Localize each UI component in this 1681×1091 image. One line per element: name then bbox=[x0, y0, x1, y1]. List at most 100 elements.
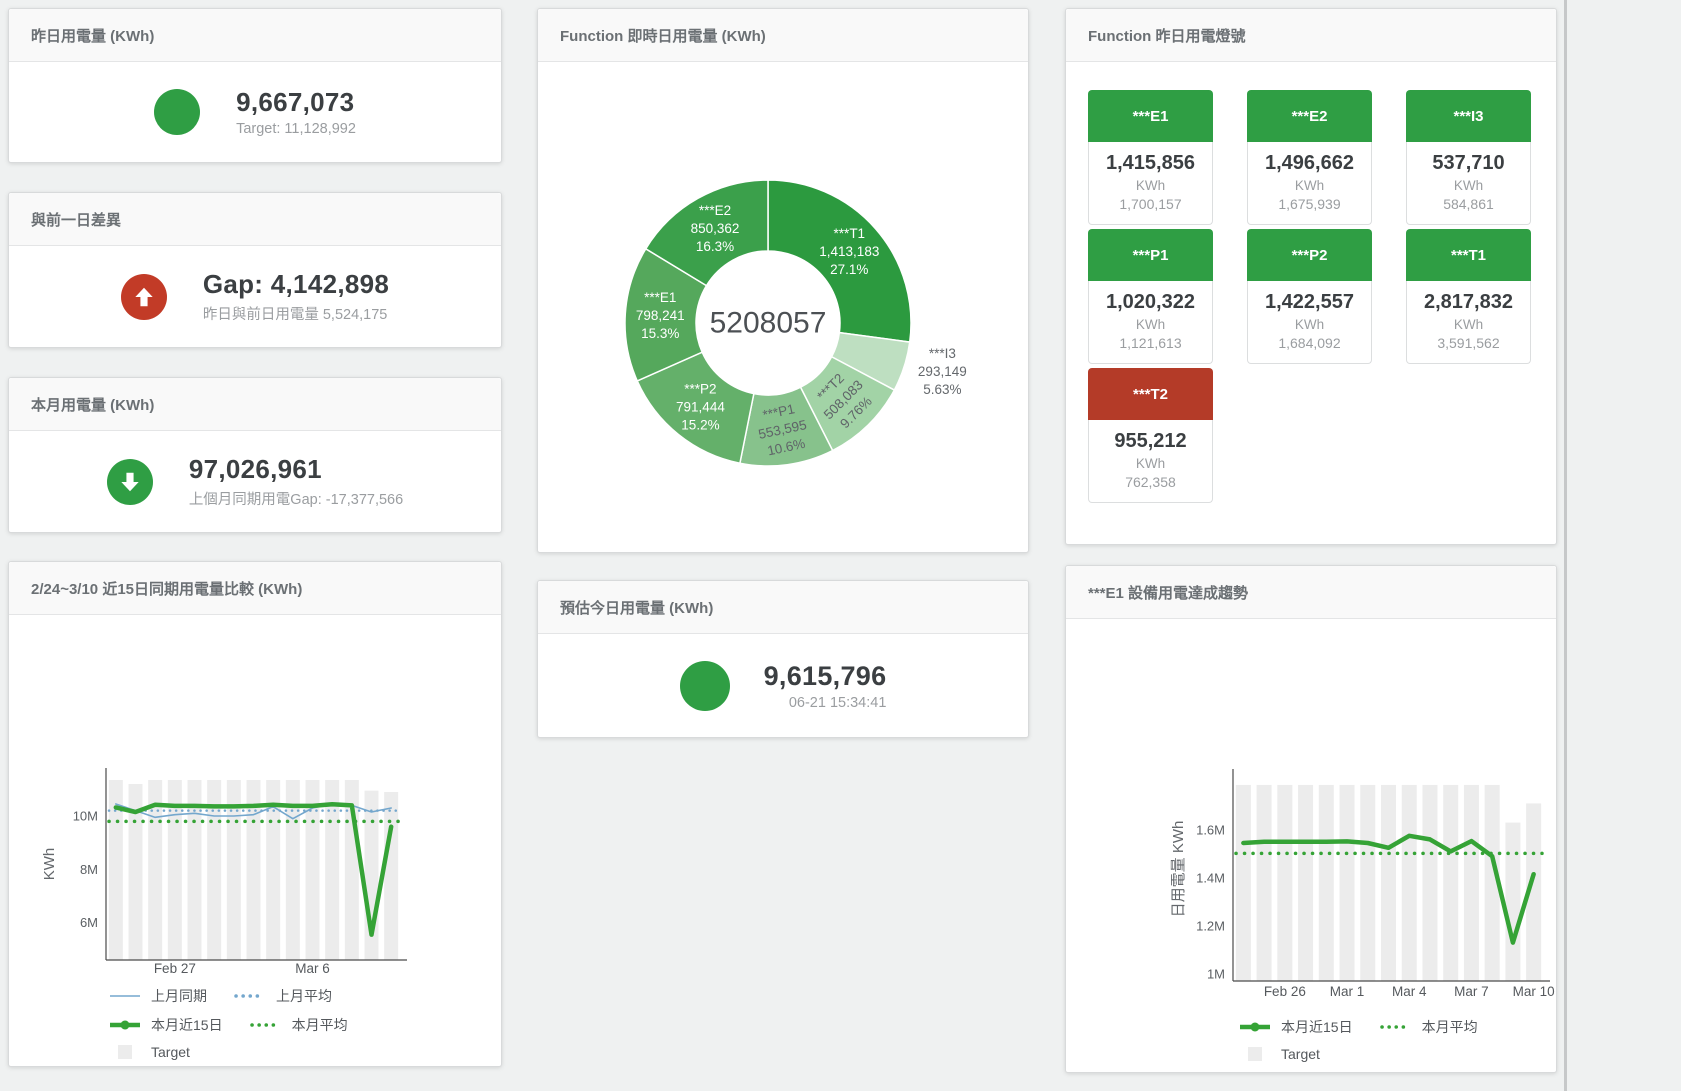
stat-value: 9,667,073 bbox=[236, 87, 355, 117]
tile-value: 1,422,557 bbox=[1265, 291, 1354, 313]
legend-item[interactable]: 本月平均 bbox=[249, 1015, 348, 1035]
stat-value: 97,026,961 bbox=[188, 454, 322, 484]
tile-unit: KWh bbox=[1294, 317, 1325, 332]
tile-body: 1,020,322 KWh 1,121,613 bbox=[1088, 281, 1213, 364]
svg-text:1.2M: 1.2M bbox=[1196, 918, 1225, 933]
panel-title-text: Function 即時日用電量 (KWh) bbox=[560, 27, 766, 45]
arrow-down-glyph bbox=[121, 472, 139, 491]
panel-title: 2/24~3/10 近15日同期用電量比較 (KWh) bbox=[9, 562, 501, 615]
trend-chart-legend: 本月近15日 本月平均 Target bbox=[1238, 1017, 1478, 1062]
light-tile-T2: ***T2 955,212 KWh 762,358 bbox=[1088, 368, 1213, 503]
panel-title: 本月用電量 (KWh) bbox=[9, 378, 501, 431]
legend-item[interactable]: 本月近15日 bbox=[108, 1015, 223, 1035]
arrow-down-icon bbox=[106, 458, 153, 505]
tile-value: 1,020,322 bbox=[1106, 291, 1195, 313]
panel-title-text: Function 昨日用電燈號 bbox=[1088, 27, 1246, 45]
legend-swatch-solid bbox=[110, 995, 140, 997]
legend-item[interactable]: 上月平均 bbox=[233, 986, 332, 1006]
tile-status-header: ***T1 bbox=[1406, 229, 1531, 281]
svg-text:Feb 26: Feb 26 bbox=[1264, 984, 1306, 999]
tile-unit: KWh bbox=[1453, 317, 1484, 332]
tile-target-value: 1,700,157 bbox=[1119, 196, 1182, 212]
panel-realtime-usage: Function 即時日用電量 (KWh) 5208057 ***T1 1,413… bbox=[537, 8, 1029, 553]
svg-text:Mar 1: Mar 1 bbox=[1330, 984, 1365, 999]
tile-body: 1,496,662 KWh 1,675,939 bbox=[1247, 142, 1372, 225]
donut-slices bbox=[624, 179, 912, 467]
legend-swatch-dotted bbox=[234, 994, 266, 998]
panel-title-text: 預估今日用電量 (KWh) bbox=[560, 599, 714, 617]
stat-text: Gap: 4,142,898 昨日與前日用電量 5,524,175 bbox=[203, 269, 389, 324]
legend-item[interactable]: 本月平均 bbox=[1379, 1017, 1478, 1037]
panel-title: Function 即時日用電量 (KWh) bbox=[538, 9, 1028, 62]
tile-target-value: 3,591,562 bbox=[1437, 335, 1500, 351]
svg-text:KWh: KWh bbox=[41, 848, 58, 881]
tile-target-value: 762,358 bbox=[1125, 474, 1176, 490]
donut-slice-label: ***E2 850,362 16.3% bbox=[691, 203, 740, 254]
svg-text:6M: 6M bbox=[80, 915, 98, 930]
svg-text:10M: 10M bbox=[73, 809, 98, 824]
svg-text:Mar 10: Mar 10 bbox=[1513, 984, 1555, 999]
svg-text:Mar 6: Mar 6 bbox=[295, 961, 330, 976]
legend-item[interactable]: 本月近15日 bbox=[1238, 1017, 1353, 1037]
donut-slice-label: ***I3 293,149 5.63% bbox=[918, 346, 967, 397]
scrollbar[interactable] bbox=[1564, 0, 1567, 1091]
tile-body: 955,212 KWh 762,358 bbox=[1088, 420, 1213, 503]
tile-status-header: ***P2 bbox=[1247, 229, 1372, 281]
panel-title: 昨日用電量 (KWh) bbox=[9, 9, 501, 62]
panel-title-text: 昨日用電量 (KWh) bbox=[31, 27, 155, 45]
stat-target: Target: 11,128,992 bbox=[236, 121, 356, 137]
legend-row: Target bbox=[108, 1044, 348, 1060]
tile-status-header: ***T2 bbox=[1088, 368, 1213, 420]
panel-title: ***E1 設備用電達成趨勢 bbox=[1066, 566, 1556, 619]
tile-value: 1,415,856 bbox=[1106, 152, 1195, 174]
legend-item[interactable]: 上月同期 bbox=[108, 986, 207, 1006]
legend-label: Target bbox=[151, 1044, 190, 1060]
legend-row: Target bbox=[1238, 1046, 1478, 1062]
svg-text:1.4M: 1.4M bbox=[1196, 870, 1225, 885]
panel-15day-comparison: 2/24~3/10 近15日同期用電量比較 (KWh) 6M 8M 10M KWh Fe… bbox=[8, 561, 502, 1067]
tile-target-value: 1,121,613 bbox=[1119, 335, 1182, 351]
svg-text:日用電量 KWh: 日用電量 KWh bbox=[1170, 821, 1187, 918]
tile-target-value: 1,684,092 bbox=[1278, 335, 1341, 351]
svg-text:Feb 27: Feb 27 bbox=[154, 961, 196, 976]
light-tile-E1: ***E1 1,415,856 KWh 1,700,157 bbox=[1088, 90, 1213, 225]
legend-row: 本月近15日 本月平均 bbox=[108, 1015, 348, 1035]
legend-swatch-solid bbox=[1240, 1022, 1270, 1032]
arrow-up-glyph bbox=[135, 287, 153, 306]
legend-row: 上月同期 上月平均 bbox=[108, 986, 348, 1006]
donut-slice-T1 bbox=[767, 179, 912, 343]
panel-month-usage: 本月用電量 (KWh) 97,026,961 上個月同期用電Gap: -17,3… bbox=[8, 377, 502, 533]
tile-status-header: ***P1 bbox=[1088, 229, 1213, 281]
legend-item[interactable]: Target bbox=[108, 1044, 190, 1060]
svg-text:Mar 4: Mar 4 bbox=[1392, 984, 1427, 999]
tile-unit: KWh bbox=[1135, 317, 1166, 332]
tile-target-value: 1,675,939 bbox=[1278, 196, 1341, 212]
lights-tiles-grid: ***E1 1,415,856 KWh 1,700,157 ***E2 1,496,662… bbox=[1066, 62, 1556, 503]
stat-timestamp: 06-21 15:34:41 bbox=[788, 694, 887, 711]
tile-value: 1,496,662 bbox=[1265, 152, 1354, 174]
donut-slice-label: ***P2 791,444 15.2% bbox=[676, 381, 725, 432]
arrow-up-icon bbox=[120, 273, 167, 320]
svg-text:1.6M: 1.6M bbox=[1196, 822, 1225, 837]
tile-target-value: 584,861 bbox=[1443, 196, 1494, 212]
legend-label: 本月近15日 bbox=[1281, 1019, 1353, 1035]
tile-status-header: ***E1 bbox=[1088, 90, 1213, 142]
svg-text:Mar 7: Mar 7 bbox=[1454, 984, 1489, 999]
legend-label: 本月近15日 bbox=[151, 1017, 223, 1033]
tile-unit: KWh bbox=[1135, 456, 1166, 471]
light-tile-I3: ***I3 537,710 KWh 584,861 bbox=[1406, 90, 1531, 225]
donut-slice-label: ***E1 798,241 15.3% bbox=[636, 290, 685, 341]
legend-swatch-square bbox=[1248, 1047, 1262, 1061]
panel-title-text: ***E1 設備用電達成趨勢 bbox=[1088, 584, 1249, 602]
stat-text: 9,615,796 06-21 15:34:41 bbox=[764, 661, 887, 711]
tile-value: 955,212 bbox=[1114, 430, 1187, 452]
tile-body: 2,817,832 KWh 3,591,562 bbox=[1406, 281, 1531, 364]
panel-title-text: 與前一日差異 bbox=[31, 211, 122, 229]
legend-label: Target bbox=[1281, 1046, 1320, 1062]
tile-status-header: ***E2 bbox=[1247, 90, 1372, 142]
tile-unit: KWh bbox=[1294, 178, 1325, 193]
light-tile-P2: ***P2 1,422,557 KWh 1,684,092 bbox=[1247, 229, 1372, 364]
panel-title-text: 本月用電量 (KWh) bbox=[31, 396, 155, 414]
legend-item[interactable]: Target bbox=[1238, 1046, 1320, 1062]
tile-unit: KWh bbox=[1453, 178, 1484, 193]
